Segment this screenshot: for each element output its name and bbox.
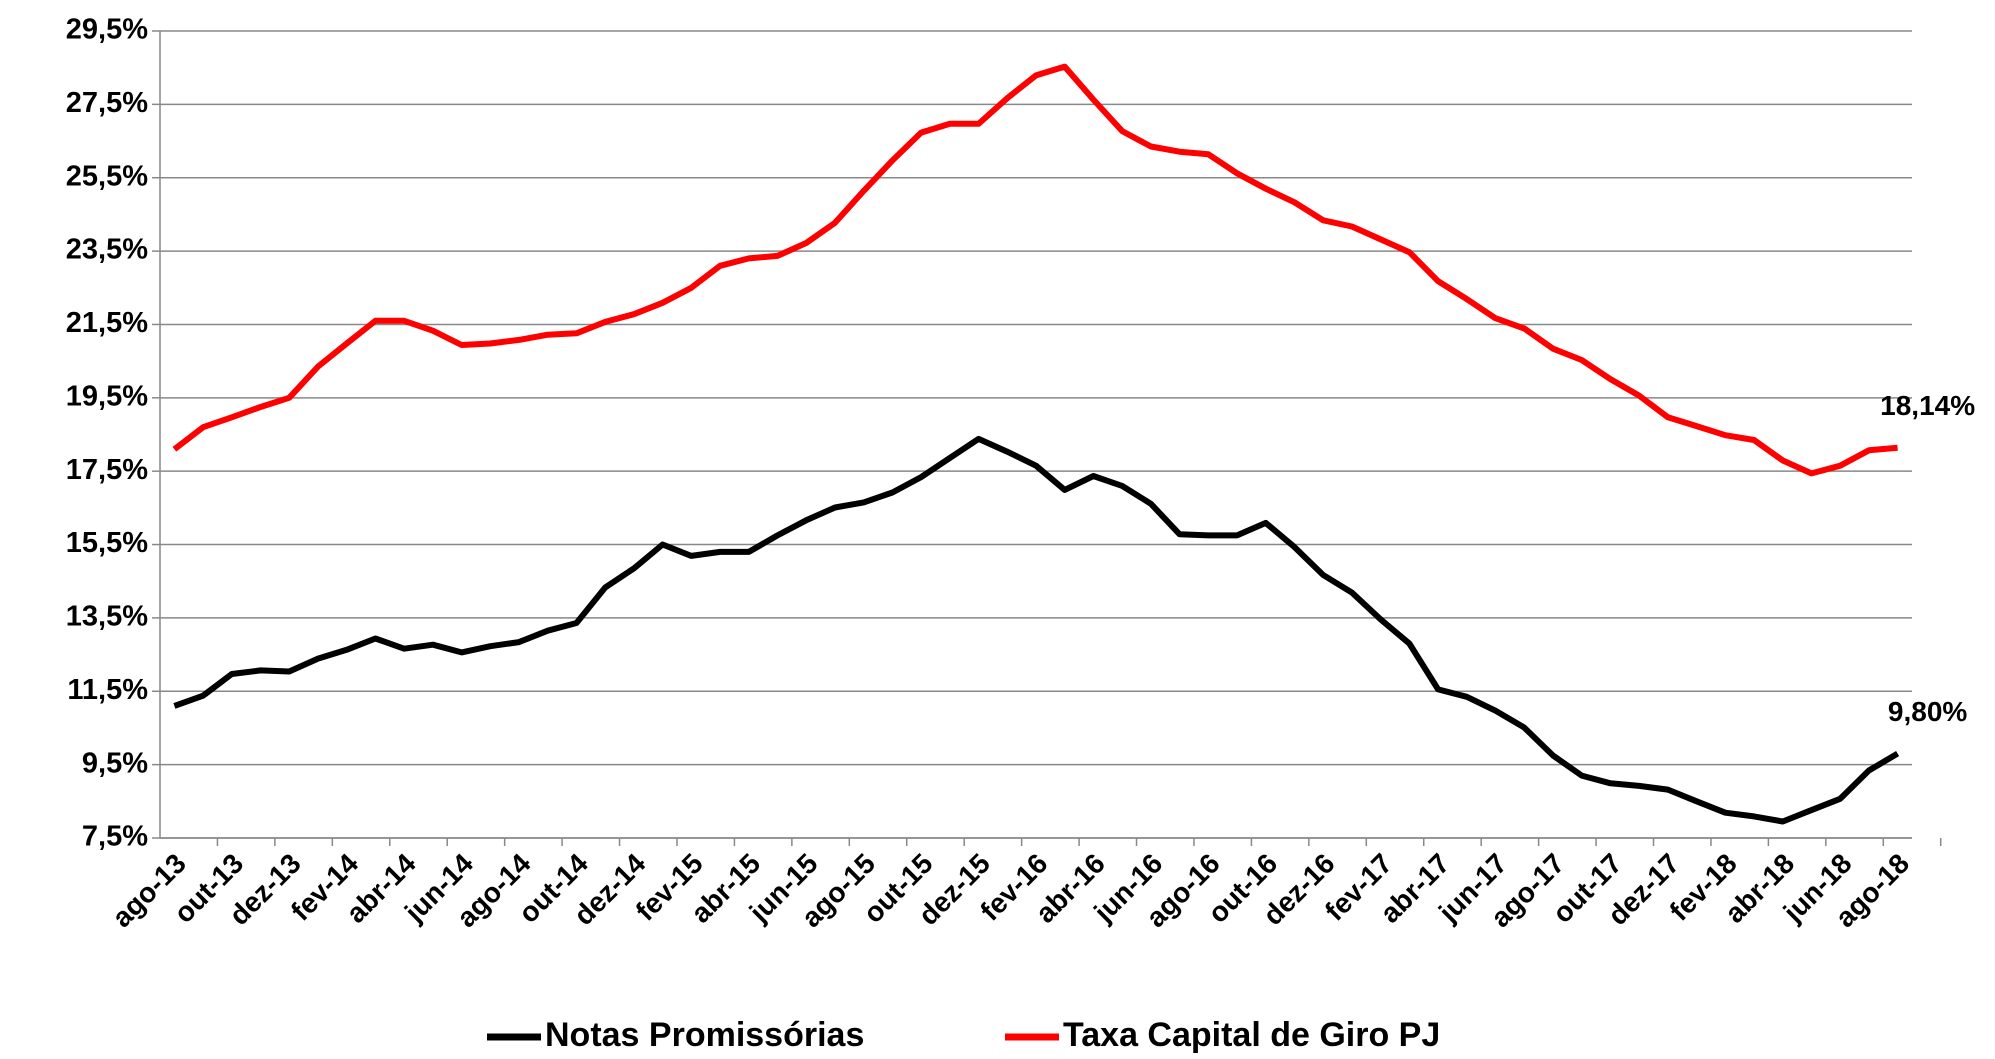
y-tick-label: 15,5% [66,527,148,559]
y-tick-label: 21,5% [66,307,148,339]
legend-label: Notas Promissórias [545,1016,864,1054]
y-tick-label: 17,5% [66,454,148,486]
legend-label: Taxa Capital de Giro PJ [1063,1016,1440,1054]
y-tick-label: 7,5% [82,821,148,853]
x-tick-label: ago-13 [106,848,192,934]
series-line [173,435,1900,825]
y-tick-label: 13,5% [66,601,148,633]
y-tick-label: 25,5% [66,160,148,192]
y-tick-label: 27,5% [66,87,148,119]
y-tick-label: 29,5% [66,14,148,46]
data-label: 18,14% [1880,390,1975,421]
data-label: 9,80% [1888,696,1967,727]
y-tick-label: 9,5% [82,747,148,779]
y-tick-label: 23,5% [66,234,148,266]
y-tick-label: 11,5% [67,674,148,706]
y-tick-label: 19,5% [66,380,148,412]
series-line [172,63,1898,477]
